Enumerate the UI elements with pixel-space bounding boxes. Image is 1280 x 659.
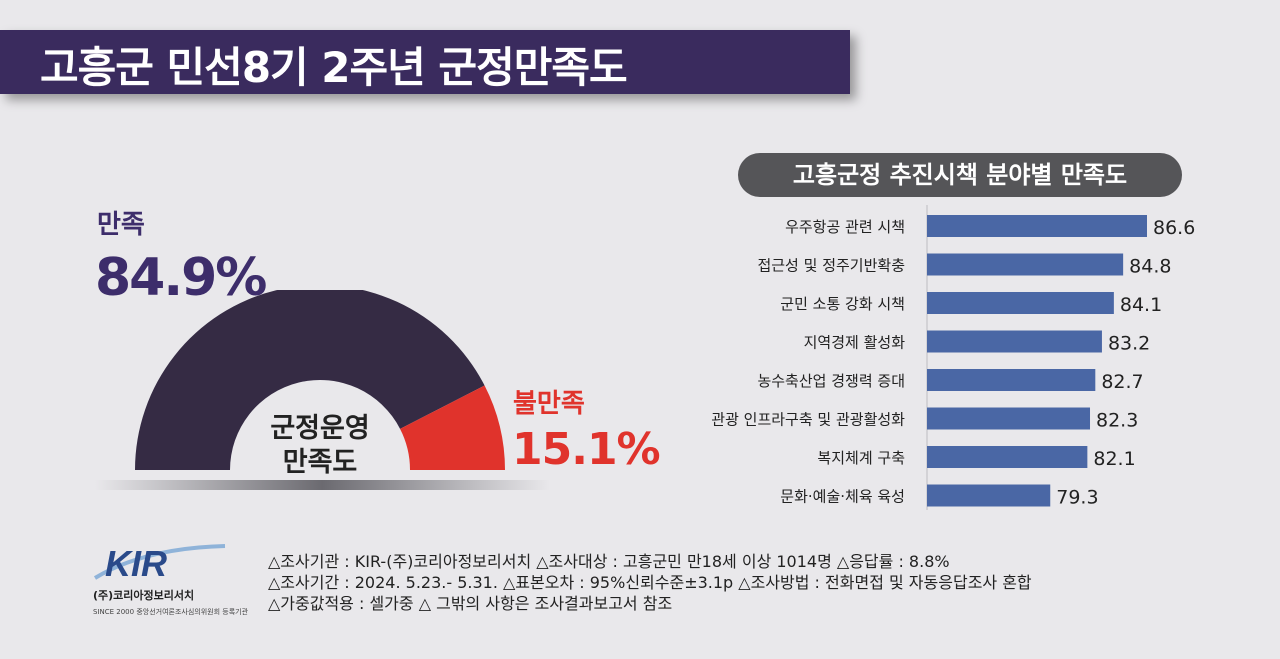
gauge-arc-dissatisfied [400, 385, 505, 470]
bar-category-label-1: 접근성 및 정주기반확충 [757, 257, 905, 275]
satisfied-value: 84.9% [95, 248, 267, 308]
dissatisfied-value: 15.1% [512, 424, 661, 475]
survey-info-line3: △가중값적용 : 셀가중 △ 그밖의 사항은 조사결과보고서 참조 [268, 594, 673, 613]
bar-category-label-6: 복지체계 구축 [817, 449, 905, 467]
company-registration: SINCE 2000 중앙선거여론조사심의위원회 등록기관 [93, 608, 249, 616]
gauge-arc-satisfied [135, 290, 485, 470]
bar-1 [927, 253, 1124, 276]
bar-0 [927, 215, 1147, 237]
logo-text: KIR [105, 543, 167, 584]
bar-category-label-5: 관광 인프라구축 및 관광활성화 [711, 411, 905, 429]
gauge-center-line1: 군정운영 [270, 413, 370, 444]
bar-value-label-7: 79.3 [1056, 487, 1098, 509]
page-title: 고흥군 민선8기 2주년 군정만족도 [40, 43, 628, 92]
bar-category-label-2: 군민 소통 강화 시책 [780, 295, 905, 313]
dissatisfied-label: 불만족 [513, 389, 585, 419]
gauge-center-label: 군정운영 만족도 [245, 412, 395, 480]
bar-value-label-0: 86.6 [1153, 217, 1195, 239]
survey-info-line1: △조사기관 : KIR-(주)코리아정보리서치 △조사대상 : 고흥군민 만18… [268, 552, 950, 571]
bar-value-label-5: 82.3 [1096, 410, 1138, 432]
bar-category-label-0: 우주항공 관련 시책 [785, 218, 905, 236]
bar-3 [927, 330, 1102, 353]
bar-4 [927, 369, 1096, 391]
survey-info: △조사기관 : KIR-(주)코리아정보리서치 △조사대상 : 고흥군민 만18… [268, 551, 1032, 614]
bar-value-label-1: 84.8 [1129, 256, 1171, 278]
bar-value-label-3: 83.2 [1108, 333, 1150, 355]
bar-2 [927, 292, 1114, 314]
kir-logo: KIR [93, 543, 226, 584]
satisfied-label: 만족 [97, 210, 145, 240]
bar-category-label-4: 농수축산업 경쟁력 증대 [757, 372, 905, 390]
bar-value-label-4: 82.7 [1101, 371, 1143, 393]
bar-value-label-6: 82.1 [1093, 448, 1135, 470]
bar-7 [927, 484, 1051, 507]
survey-info-line2: △조사기간 : 2024. 5.23.- 5.31. △표본오차 : 95%신뢰… [268, 573, 1032, 592]
bar-5 [927, 407, 1091, 430]
gauge-center-line2: 만족도 [282, 447, 358, 478]
company-name: (주)코리아정보리서치 [93, 589, 195, 602]
satisfaction-gauge [95, 290, 550, 490]
policy-satisfaction-bar-chart: 우주항공 관련 시책 86.6 접근성 및 정주기반확충 84.8 군민 소통 강화 시… [711, 205, 1195, 510]
gauge-base-shadow [95, 480, 550, 490]
bar-chart-title: 고흥군정 추진시책 분야별 만족도 [738, 153, 1182, 197]
bar-6 [927, 446, 1088, 468]
logo-swoosh [93, 544, 226, 580]
bar-category-label-7: 문화·예술·체육 육성 [780, 488, 905, 506]
bar-value-label-2: 84.1 [1120, 294, 1162, 316]
bar-category-label-3: 지역경제 활성화 [804, 334, 906, 352]
title-banner: 고흥군 민선8기 2주년 군정만족도 [0, 30, 850, 94]
